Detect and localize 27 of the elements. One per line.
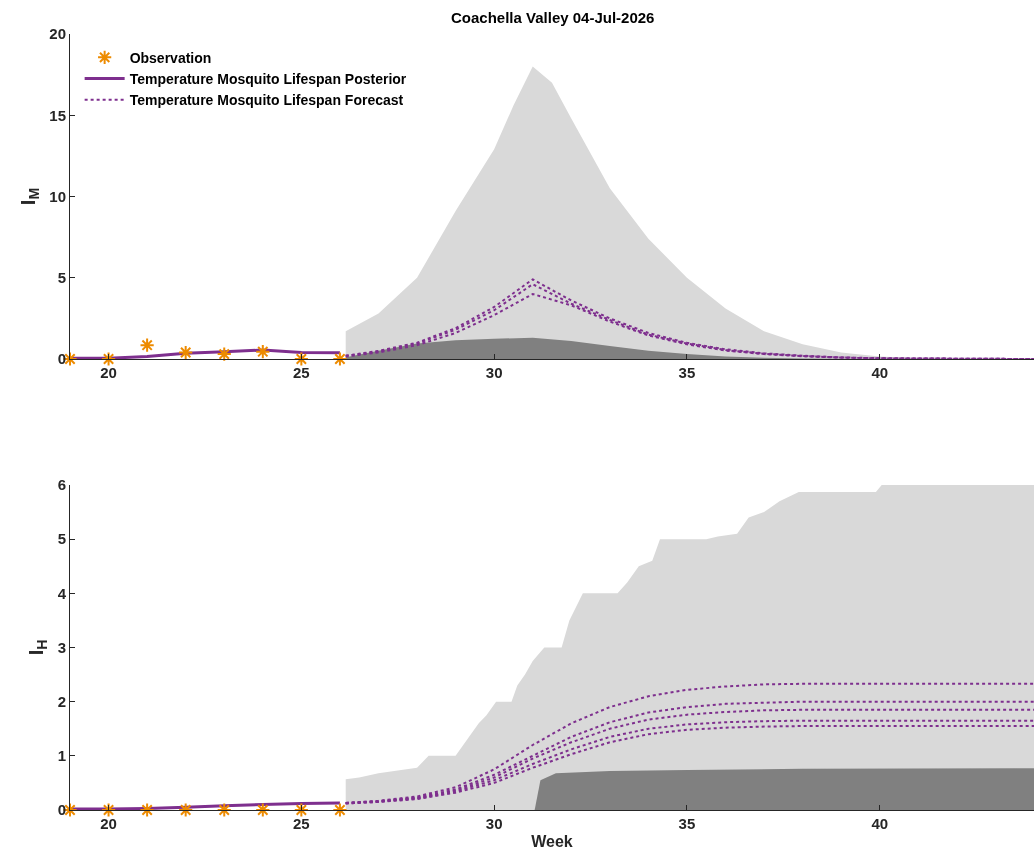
y-tick-label: 5 [57,530,66,548]
y-tick-label: 4 [57,584,67,602]
x-tick-label: 25 [293,815,310,832]
y-tick-label: 3 [57,638,66,656]
x-tick-label: 20 [100,364,117,381]
chart-title: Coachella Valley 04-Jul-2026 [451,9,655,26]
y-tick-label: 6 [57,476,66,494]
y-tick-label: 5 [57,269,66,286]
y-tick-label: 0 [57,801,66,819]
x-tick-label: 35 [678,364,696,381]
legend-label: Temperature Mosquito Lifespan Posterior [129,71,407,88]
y-tick-label: 1 [57,747,66,765]
x-tick-label: 30 [485,815,503,832]
x-axis-title: Week [531,832,573,850]
x-tick-label: 30 [485,364,503,381]
x-tick-label: 40 [871,815,889,832]
y-tick-label: 20 [49,25,66,43]
x-tick-label: 20 [100,815,117,832]
legend-label: Observation [129,49,212,66]
x-tick-label: 35 [678,815,696,832]
y-tick-label: 10 [49,187,66,205]
y-tick-label: 0 [57,350,66,368]
y-tick-label: 2 [57,692,66,710]
legend-label: Temperature Mosquito Lifespan Forecast [129,92,404,109]
x-tick-label: 25 [293,364,310,381]
y-tick-label: 15 [49,106,66,124]
x-tick-label: 40 [871,364,889,381]
